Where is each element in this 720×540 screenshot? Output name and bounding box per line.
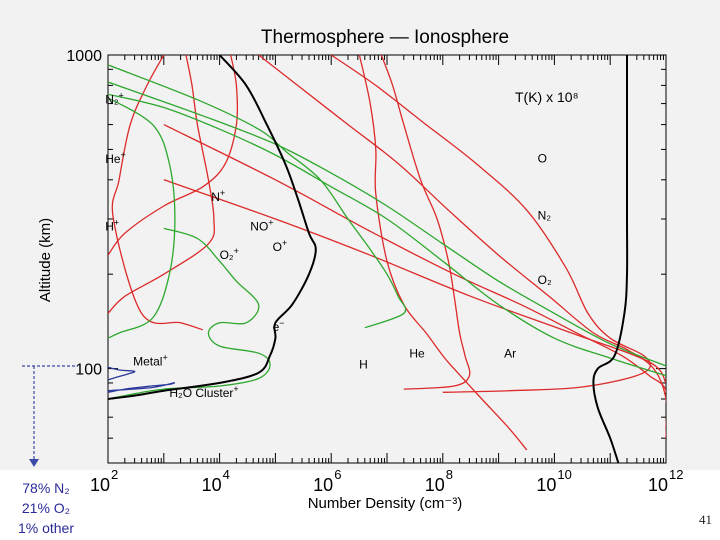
x-tick-exponent: 6 [334, 467, 341, 482]
curve-label: He+ [105, 150, 126, 166]
x-tick-base: 10 [202, 475, 222, 495]
composition-o2: 21% O₂ [21, 500, 71, 516]
x-tick-exponent: 12 [669, 467, 683, 482]
curve-label: O₂ [538, 273, 552, 287]
x-tick-label: 106 [313, 467, 341, 495]
series-h2o-cluster- [108, 382, 176, 393]
x-tick-base: 10 [648, 475, 668, 495]
series-n- [108, 64, 407, 329]
curve-label: Ar [504, 347, 516, 361]
series-he [380, 55, 471, 390]
x-tick-label: 102 [90, 467, 118, 495]
x-tick-exponent: 10 [557, 467, 571, 482]
x-tick-label: 108 [425, 467, 453, 495]
curve-label: H₂O Cluster+ [169, 384, 238, 400]
curve-label: O [538, 151, 547, 165]
x-tick-label: 104 [202, 467, 230, 495]
curve-label: e− [273, 318, 285, 334]
series-n2 [258, 55, 666, 439]
series-o- [108, 81, 666, 367]
composition-n2: 78% N₂ [22, 480, 70, 496]
curve-label: Metal+ [133, 352, 168, 368]
y-axis-label: Altitude (km) [37, 218, 54, 302]
curve-label: N₂+ [105, 91, 124, 107]
series-ar [163, 179, 666, 384]
series-h [358, 55, 528, 451]
x-tick-base: 10 [536, 475, 556, 495]
curve-label: NO+ [250, 218, 273, 234]
x-tick-base: 10 [313, 475, 333, 495]
x-tick-base: 10 [425, 475, 445, 495]
x-tick-exponent: 2 [111, 467, 118, 482]
x-tick-base: 10 [90, 475, 110, 495]
series-t-k-x-10-8 [592, 55, 629, 463]
y-tick-label: 1000 [66, 48, 102, 65]
series-he- [108, 55, 239, 256]
temperature-label: T(K) x 10⁸ [515, 89, 579, 105]
series-h- [108, 55, 216, 314]
series-o2- [108, 97, 176, 339]
curve-label: H+ [105, 218, 119, 234]
curve-label: O₂+ [220, 246, 239, 262]
series-o [330, 55, 652, 393]
series-o2 [163, 124, 666, 428]
composition-arrow [22, 365, 78, 467]
x-tick-exponent: 8 [446, 467, 453, 482]
series-e- [108, 55, 317, 400]
composition-other: 1% other [17, 520, 75, 536]
curve-label: He [409, 347, 425, 361]
series-n2- [111, 55, 204, 331]
chart-title: Thermosphere — Ionosphere [261, 27, 509, 48]
x-tick-exponent: 4 [223, 467, 230, 482]
series-no- [108, 93, 666, 377]
curve-label: N+ [211, 188, 225, 204]
y-tick-label: 100 [75, 362, 102, 379]
x-axis-label: Number Density (cm⁻³) [308, 495, 463, 512]
atmosphere-composition: 78% N₂ 21% O₂ 1% other [4, 478, 88, 538]
curve-label: N₂ [538, 209, 552, 223]
curve-label: H [359, 358, 368, 372]
curve-label: O+ [273, 238, 288, 254]
page-number: 41 [699, 512, 712, 527]
series-metal- [108, 366, 136, 381]
